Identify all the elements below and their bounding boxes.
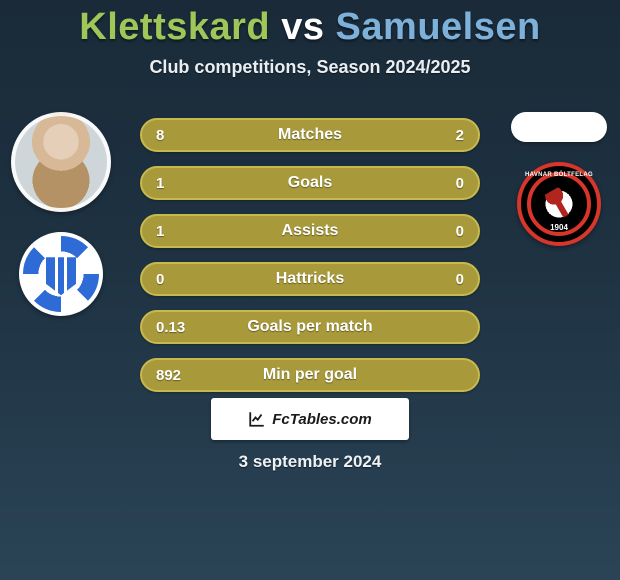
player2-name: Samuelsen bbox=[336, 6, 541, 48]
stat-left-value: 1 bbox=[156, 223, 210, 240]
right-column: HAVNAR BÓLTFELAG 1904 bbox=[504, 112, 614, 246]
comparison-card: Klettskard vs Samuelsen Club competition… bbox=[0, 0, 620, 580]
stat-label: Goals bbox=[210, 174, 410, 192]
left-column bbox=[6, 112, 116, 316]
stat-row: 0Hattricks0 bbox=[140, 262, 480, 296]
attribution-badge[interactable]: FcTables.com bbox=[211, 398, 409, 440]
stat-row: 1Goals0 bbox=[140, 166, 480, 200]
player2-club-badge: HAVNAR BÓLTFELAG 1904 bbox=[517, 162, 601, 246]
player1-club-badge bbox=[19, 232, 103, 316]
player2-avatar-placeholder bbox=[511, 112, 607, 142]
page-title: Klettskard vs Samuelsen bbox=[0, 6, 620, 49]
stat-row: 1Assists0 bbox=[140, 214, 480, 248]
attribution-text: FcTables.com bbox=[272, 411, 371, 428]
stat-label: Min per goal bbox=[210, 366, 410, 384]
date-label: 3 september 2024 bbox=[0, 452, 620, 472]
subtitle: Club competitions, Season 2024/2025 bbox=[0, 57, 620, 78]
stat-row: 892Min per goal bbox=[140, 358, 480, 392]
vs-label: vs bbox=[281, 6, 324, 48]
stat-left-value: 1 bbox=[156, 175, 210, 192]
stat-label: Matches bbox=[210, 126, 410, 144]
stat-label: Assists bbox=[210, 222, 410, 240]
stat-left-value: 892 bbox=[156, 367, 210, 384]
stat-left-value: 0.13 bbox=[156, 319, 210, 336]
stat-right-value: 0 bbox=[410, 271, 464, 288]
player1-name: Klettskard bbox=[79, 6, 270, 48]
club-banner-text: HAVNAR BÓLTFELAG bbox=[524, 172, 594, 178]
club-year: 1904 bbox=[550, 223, 568, 232]
stat-row: 8Matches2 bbox=[140, 118, 480, 152]
chart-icon bbox=[248, 410, 266, 428]
stat-right-value: 0 bbox=[410, 175, 464, 192]
stat-left-value: 0 bbox=[156, 271, 210, 288]
stat-label: Hattricks bbox=[210, 270, 410, 288]
stat-label: Goals per match bbox=[210, 318, 410, 336]
player1-avatar bbox=[11, 112, 111, 212]
stat-left-value: 8 bbox=[156, 127, 210, 144]
stat-right-value: 2 bbox=[410, 127, 464, 144]
stats-bars: 8Matches21Goals01Assists00Hattricks00.13… bbox=[140, 118, 480, 392]
stat-row: 0.13Goals per match bbox=[140, 310, 480, 344]
stat-right-value: 0 bbox=[410, 223, 464, 240]
